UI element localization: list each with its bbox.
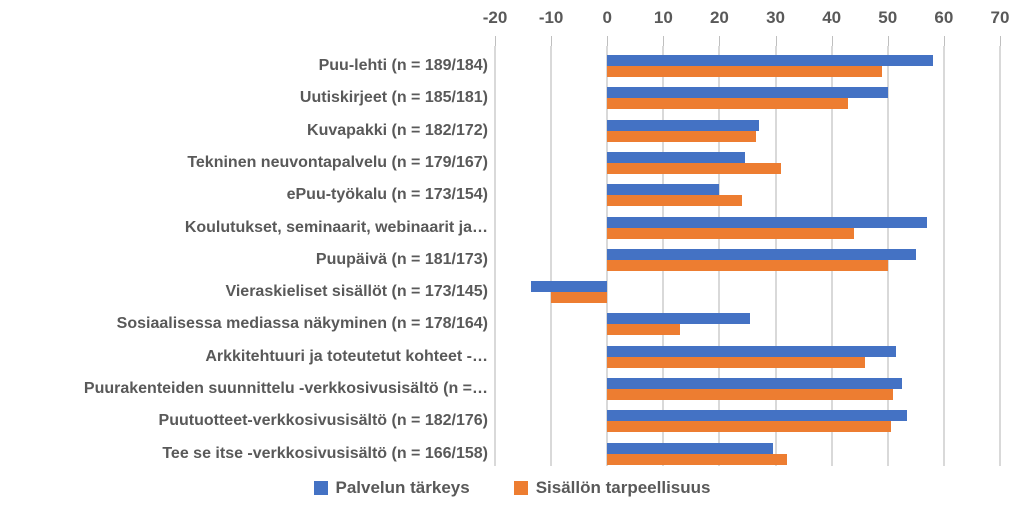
bar-palvelun-tarkeys bbox=[607, 55, 933, 66]
bar-sisallon-tarpeellisuus bbox=[607, 162, 782, 174]
legend-item: Sisällön tarpeellisuus bbox=[513, 478, 711, 498]
tick-mark bbox=[551, 36, 553, 46]
x-tick-label: 70 bbox=[990, 8, 1010, 27]
bar-palvelun-tarkeys bbox=[607, 248, 916, 260]
tick-mark bbox=[1000, 36, 1001, 46]
legend-label: Sisällön tarpeellisuus bbox=[535, 478, 711, 497]
bar-sisallon-tarpeellisuus bbox=[607, 227, 855, 239]
bar-palvelun-tarkeys bbox=[607, 151, 745, 163]
x-tick-label: -20 bbox=[482, 8, 508, 27]
category-label: Uutiskirjeet (n = 185/181) bbox=[299, 89, 488, 107]
x-tick-label: 30 bbox=[766, 8, 786, 27]
x-tick-label: -10 bbox=[538, 8, 564, 27]
tick-mark bbox=[831, 36, 833, 46]
gridline bbox=[999, 46, 1001, 466]
category-label: Puu-lehti (n = 189/184) bbox=[318, 57, 488, 74]
category-label: ePuu-työkalu (n = 173/154) bbox=[286, 186, 488, 204]
bar-sisallon-tarpeellisuus bbox=[607, 453, 787, 465]
bar-sisallon-tarpeellisuus bbox=[607, 66, 883, 77]
category-label: Puutuotteet-verkkosivusisältö (n = 182/1… bbox=[158, 412, 488, 430]
gridline bbox=[550, 46, 553, 466]
bar-palvelun-tarkeys bbox=[607, 87, 888, 99]
bar-palvelun-tarkeys bbox=[607, 184, 720, 196]
category-label: Tekninen neuvontapalvelu (n = 179/167) bbox=[187, 153, 488, 171]
bar-palvelun-tarkeys bbox=[607, 119, 759, 131]
bar-sisallon-tarpeellisuus bbox=[607, 356, 866, 368]
bar-sisallon-tarpeellisuus bbox=[607, 130, 756, 142]
bar-sisallon-tarpeellisuus bbox=[551, 292, 608, 304]
bar-palvelun-tarkeys bbox=[607, 313, 751, 325]
category-label: Koulutukset, seminaarit, webinaarit ja… bbox=[184, 218, 488, 236]
tick-mark bbox=[719, 36, 721, 46]
bar-sisallon-tarpeellisuus bbox=[607, 421, 891, 433]
bar-sisallon-tarpeellisuus bbox=[607, 259, 888, 271]
tick-mark bbox=[607, 36, 609, 46]
bar-palvelun-tarkeys bbox=[531, 281, 608, 293]
category-label: Arkkitehtuuri ja toteutetut kohteet -… bbox=[205, 347, 488, 365]
x-tick-label: 10 bbox=[653, 8, 673, 27]
x-tick-label: 40 bbox=[822, 8, 842, 27]
tick-mark bbox=[887, 36, 889, 46]
x-tick-label: 50 bbox=[878, 8, 898, 27]
x-tick-label: 60 bbox=[934, 8, 954, 27]
tick-mark bbox=[943, 36, 945, 46]
bar-sisallon-tarpeellisuus bbox=[607, 195, 742, 207]
category-label: Kuvapakki (n = 182/172) bbox=[307, 121, 488, 139]
legend-swatch-icon bbox=[513, 481, 528, 495]
tick-mark bbox=[663, 36, 665, 46]
legend-swatch-icon bbox=[313, 481, 328, 495]
category-label: Tee se itse -verkkosivusisältö (n = 166/… bbox=[162, 444, 488, 462]
bar-sisallon-tarpeellisuus bbox=[607, 98, 849, 110]
bar-palvelun-tarkeys bbox=[607, 378, 902, 390]
bar-sisallon-tarpeellisuus bbox=[607, 324, 681, 336]
tick-mark bbox=[495, 36, 496, 46]
tick-mark bbox=[775, 36, 777, 46]
category-label: Vieraskieliset sisällöt (n = 173/145) bbox=[225, 283, 488, 301]
legend: Palvelun tärkeys Sisällön tarpeellisuus bbox=[0, 478, 1024, 498]
category-label: Sosiaalisessa mediassa näkyminen (n = 17… bbox=[116, 315, 488, 333]
bar-palvelun-tarkeys bbox=[607, 410, 908, 422]
category-label: Puupäivä (n = 181/173) bbox=[315, 250, 488, 268]
bar-palvelun-tarkeys bbox=[607, 345, 897, 357]
gridline bbox=[942, 46, 945, 466]
bar-palvelun-tarkeys bbox=[607, 216, 928, 228]
legend-label: Palvelun tärkeys bbox=[335, 478, 470, 497]
x-tick-label: 20 bbox=[709, 8, 729, 27]
bar-palvelun-tarkeys bbox=[607, 442, 773, 454]
x-tick-label: 0 bbox=[602, 8, 612, 27]
legend-item: Palvelun tärkeys bbox=[313, 478, 470, 498]
gridline bbox=[494, 46, 496, 466]
bar-sisallon-tarpeellisuus bbox=[607, 389, 894, 401]
category-label: Puurakenteiden suunnittelu -verkkosivusi… bbox=[83, 380, 488, 398]
